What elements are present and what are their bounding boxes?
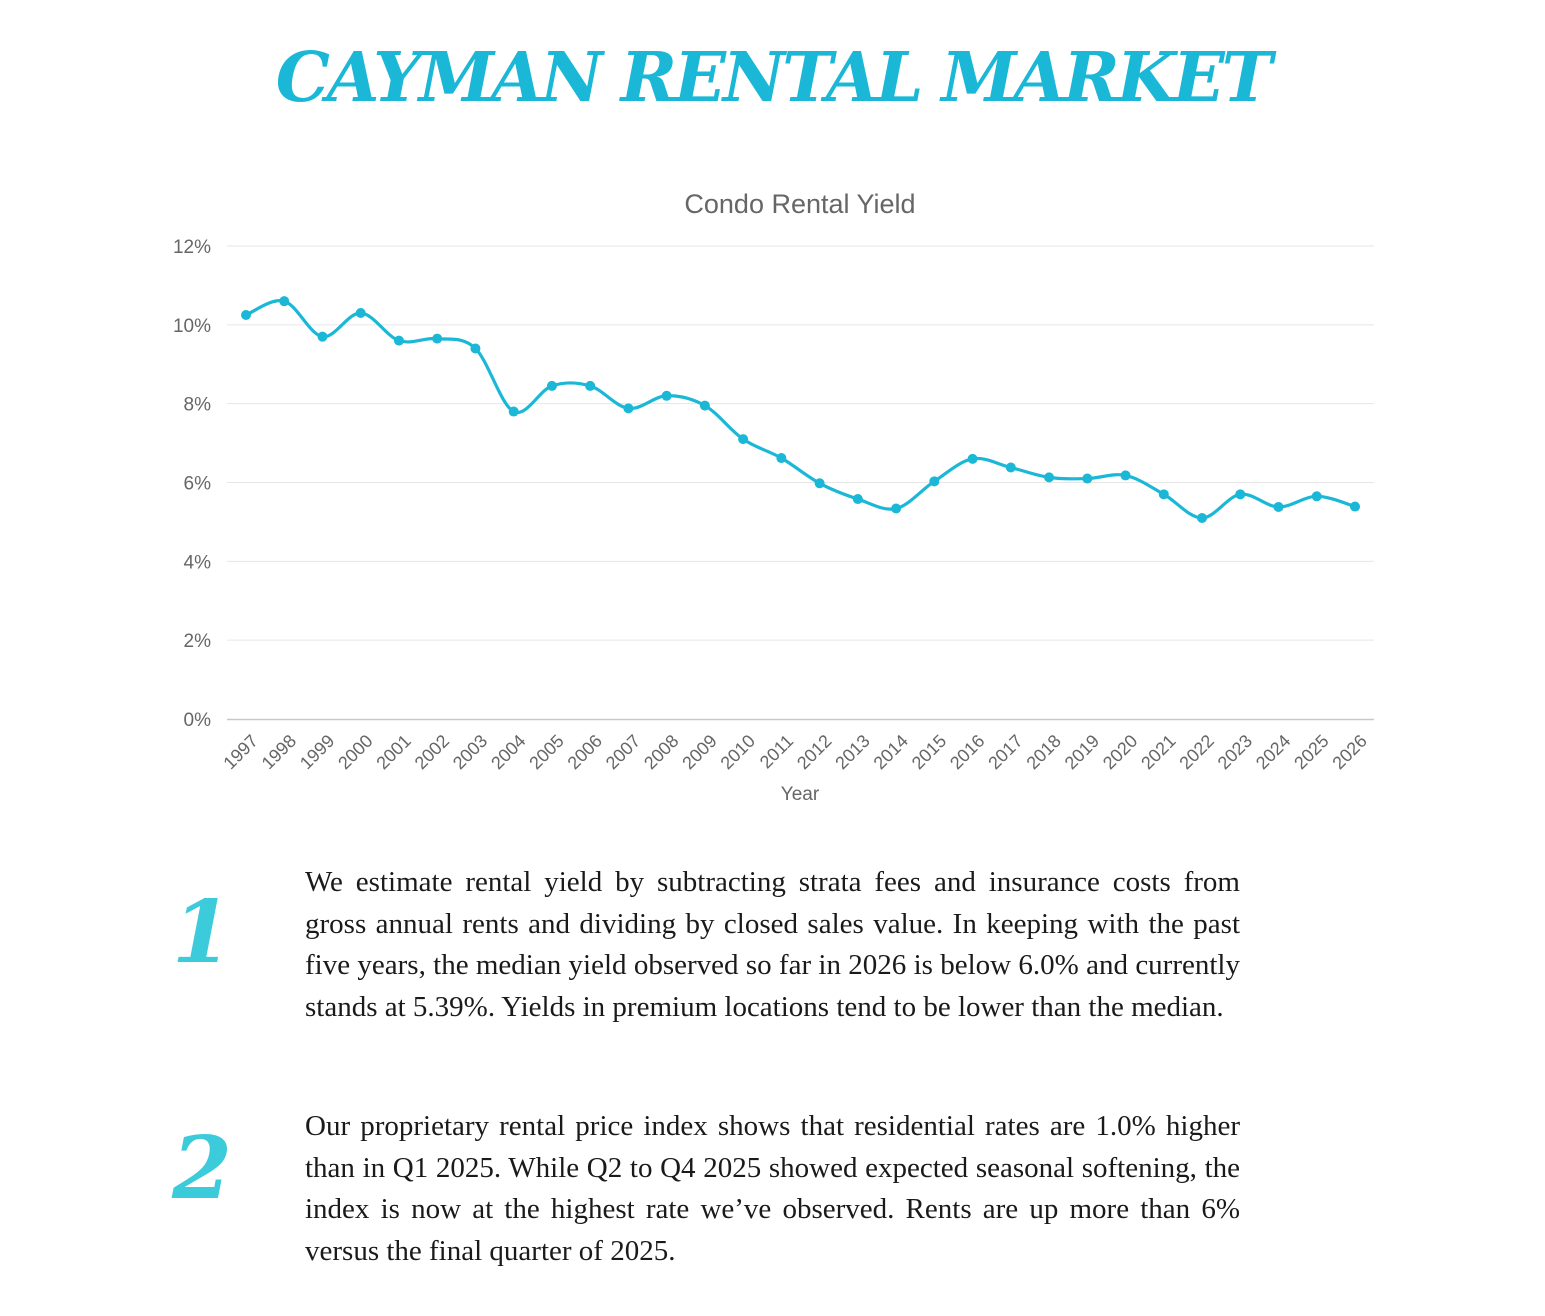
x-tick-label: 2023 bbox=[1214, 731, 1256, 773]
data-point bbox=[279, 296, 290, 307]
x-tick-label: 2007 bbox=[602, 731, 644, 773]
x-tick-label: 2024 bbox=[1252, 731, 1294, 773]
data-point bbox=[355, 308, 366, 319]
x-tick-label: 2002 bbox=[411, 731, 453, 773]
data-point bbox=[1235, 489, 1246, 500]
x-tick-label: 2025 bbox=[1290, 731, 1332, 773]
x-tick-label: 2022 bbox=[1175, 731, 1217, 773]
data-point bbox=[1350, 501, 1360, 512]
data-point bbox=[661, 390, 672, 401]
x-tick-label: 1997 bbox=[219, 731, 261, 773]
line-chart: Condo Rental Yield 0% 2% 4% 6% 8% 10% 12% 1997… bbox=[173, 189, 1374, 805]
note-number-1: 1 bbox=[172, 882, 232, 983]
x-tick-label: 2014 bbox=[870, 731, 912, 773]
y-tick-label: 0% bbox=[184, 710, 212, 731]
y-tick-label: 6% bbox=[184, 474, 212, 495]
data-point bbox=[393, 335, 404, 346]
note-text-1: We estimate rental yield by subtracting … bbox=[305, 866, 1240, 1024]
data-point bbox=[546, 380, 557, 391]
data-point bbox=[1005, 462, 1016, 473]
x-tick-label: 1998 bbox=[258, 731, 300, 773]
x-tick-label: 2005 bbox=[525, 731, 567, 773]
x-tick-label: 2026 bbox=[1328, 731, 1370, 773]
y-tick-label: 10% bbox=[173, 316, 211, 337]
x-tick-label: 1999 bbox=[296, 731, 338, 773]
data-point bbox=[585, 380, 596, 391]
data-point bbox=[623, 403, 634, 414]
data-point bbox=[814, 478, 825, 489]
data-point bbox=[432, 333, 443, 344]
x-tick-label: 2021 bbox=[1137, 731, 1179, 773]
x-tick-label: 2008 bbox=[640, 731, 682, 773]
data-point bbox=[1082, 473, 1093, 484]
x-tick-label: 2019 bbox=[1061, 731, 1103, 773]
page-title: CAYMAN RENTAL MARKET bbox=[275, 38, 1273, 118]
x-tick-label: 2001 bbox=[372, 731, 414, 773]
data-point bbox=[1158, 489, 1169, 500]
data-point bbox=[1120, 470, 1131, 481]
y-tick-label: 4% bbox=[184, 552, 212, 573]
data-point bbox=[929, 476, 940, 487]
x-tick-label: 2009 bbox=[678, 731, 720, 773]
x-tick-label: 2018 bbox=[1023, 731, 1065, 773]
data-point bbox=[776, 453, 787, 464]
x-tick-label: 2013 bbox=[831, 731, 873, 773]
data-point bbox=[1197, 512, 1208, 523]
data-point bbox=[699, 400, 710, 411]
data-point bbox=[1273, 501, 1284, 512]
x-tick-label: 2010 bbox=[717, 731, 759, 773]
y-tick-label: 8% bbox=[184, 395, 212, 416]
x-tick-label: 2006 bbox=[564, 731, 606, 773]
data-point bbox=[852, 494, 863, 505]
x-tick-label: 2020 bbox=[1099, 731, 1141, 773]
x-tick-label: 2015 bbox=[908, 731, 950, 773]
y-tick-label: 12% bbox=[173, 237, 211, 258]
x-tick-label: 2016 bbox=[946, 731, 988, 773]
x-tick-label: 2003 bbox=[449, 731, 491, 773]
x-tick-label: 2004 bbox=[487, 731, 529, 773]
data-point bbox=[967, 453, 978, 464]
data-point bbox=[241, 309, 251, 320]
data-point bbox=[317, 331, 328, 342]
series-line bbox=[244, 299, 1357, 520]
data-point bbox=[1311, 491, 1322, 502]
note-number-2: 2 bbox=[172, 1118, 232, 1219]
data-points bbox=[241, 296, 1360, 523]
y-tick-label: 2% bbox=[184, 631, 212, 652]
grid-lines bbox=[227, 245, 1374, 641]
data-point bbox=[891, 503, 902, 514]
x-tick-label: 2011 bbox=[756, 731, 798, 773]
x-tick-label: 2017 bbox=[984, 731, 1026, 773]
data-point bbox=[470, 343, 481, 354]
data-point bbox=[738, 434, 749, 445]
data-point bbox=[508, 406, 519, 417]
x-axis-title: Year bbox=[781, 784, 820, 805]
note-text-2: Our proprietary rental price index shows… bbox=[305, 1110, 1240, 1268]
x-tick-label: 2012 bbox=[793, 731, 835, 773]
x-tick-label: 2000 bbox=[334, 731, 376, 773]
x-axis-labels: 1997199819992000200120022003200420052006… bbox=[219, 731, 1370, 773]
y-axis-labels: 0% 2% 4% 6% 8% 10% 12% bbox=[173, 237, 211, 731]
chart-title: Condo Rental Yield bbox=[684, 189, 915, 219]
data-point bbox=[1044, 472, 1055, 483]
